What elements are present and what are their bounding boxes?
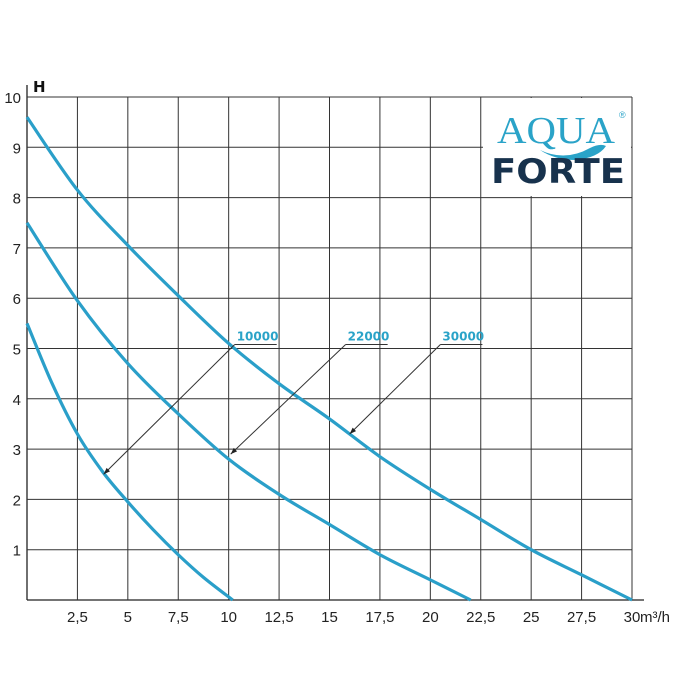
series-label-10000: 10000 <box>237 330 279 344</box>
y-tick-label: 10 <box>4 90 21 107</box>
x-axis-label: m³/h <box>640 609 670 626</box>
y-axis-label: H <box>33 78 46 96</box>
x-tick-label: 30 <box>624 609 641 626</box>
logo-aqua: AQUA <box>497 110 616 152</box>
y-tick-label: 8 <box>13 191 21 208</box>
y-tick-label: 5 <box>13 342 21 359</box>
x-tick-label: 15 <box>321 609 338 626</box>
x-tick-label: 12,5 <box>264 609 293 626</box>
y-tick-label: 4 <box>13 392 21 409</box>
series-label-22000: 22000 <box>348 330 390 344</box>
x-tick-label: 2,5 <box>67 609 88 626</box>
tick-labels: 2,5 5 7,5 10 12,5 15 17,5 20 22,5 25 27,5 30 1 2 3 4 5 6 7… <box>4 90 640 626</box>
x-tick-label: 20 <box>422 609 439 626</box>
y-tick-label: 2 <box>13 492 21 509</box>
leader-line <box>349 344 441 435</box>
x-tick-label: 27,5 <box>567 609 596 626</box>
annotations: 10000 22000 30000 <box>103 330 484 475</box>
x-tick-label: 17,5 <box>365 609 394 626</box>
leader-line <box>230 344 346 455</box>
x-tick-label: 25 <box>523 609 540 626</box>
series-10000 <box>25 322 234 602</box>
curves <box>25 116 633 602</box>
y-tick-label: 6 <box>13 291 21 308</box>
logo-registered: ® <box>619 110 626 120</box>
x-tick-label: 22,5 <box>466 609 495 626</box>
x-tick-label: 5 <box>124 609 132 626</box>
series-22000 <box>25 221 472 602</box>
series-label-30000: 30000 <box>442 330 484 344</box>
logo: AQUA ® FORTE <box>483 98 631 196</box>
logo-wave-icon <box>540 144 606 160</box>
x-tick-label: 10 <box>220 609 237 626</box>
x-tick-label: 7,5 <box>168 609 189 626</box>
y-tick-label: 7 <box>13 241 21 258</box>
leader-line <box>103 344 236 475</box>
arrowhead-icon <box>349 427 357 435</box>
arrowhead-icon <box>230 447 238 455</box>
y-tick-label: 3 <box>13 442 21 459</box>
y-tick-label: 1 <box>13 543 21 560</box>
series-30000 <box>25 116 633 602</box>
arrowhead-icon <box>103 467 110 475</box>
y-tick-label: 9 <box>13 140 21 157</box>
logo-forte: FORTE <box>491 152 625 192</box>
